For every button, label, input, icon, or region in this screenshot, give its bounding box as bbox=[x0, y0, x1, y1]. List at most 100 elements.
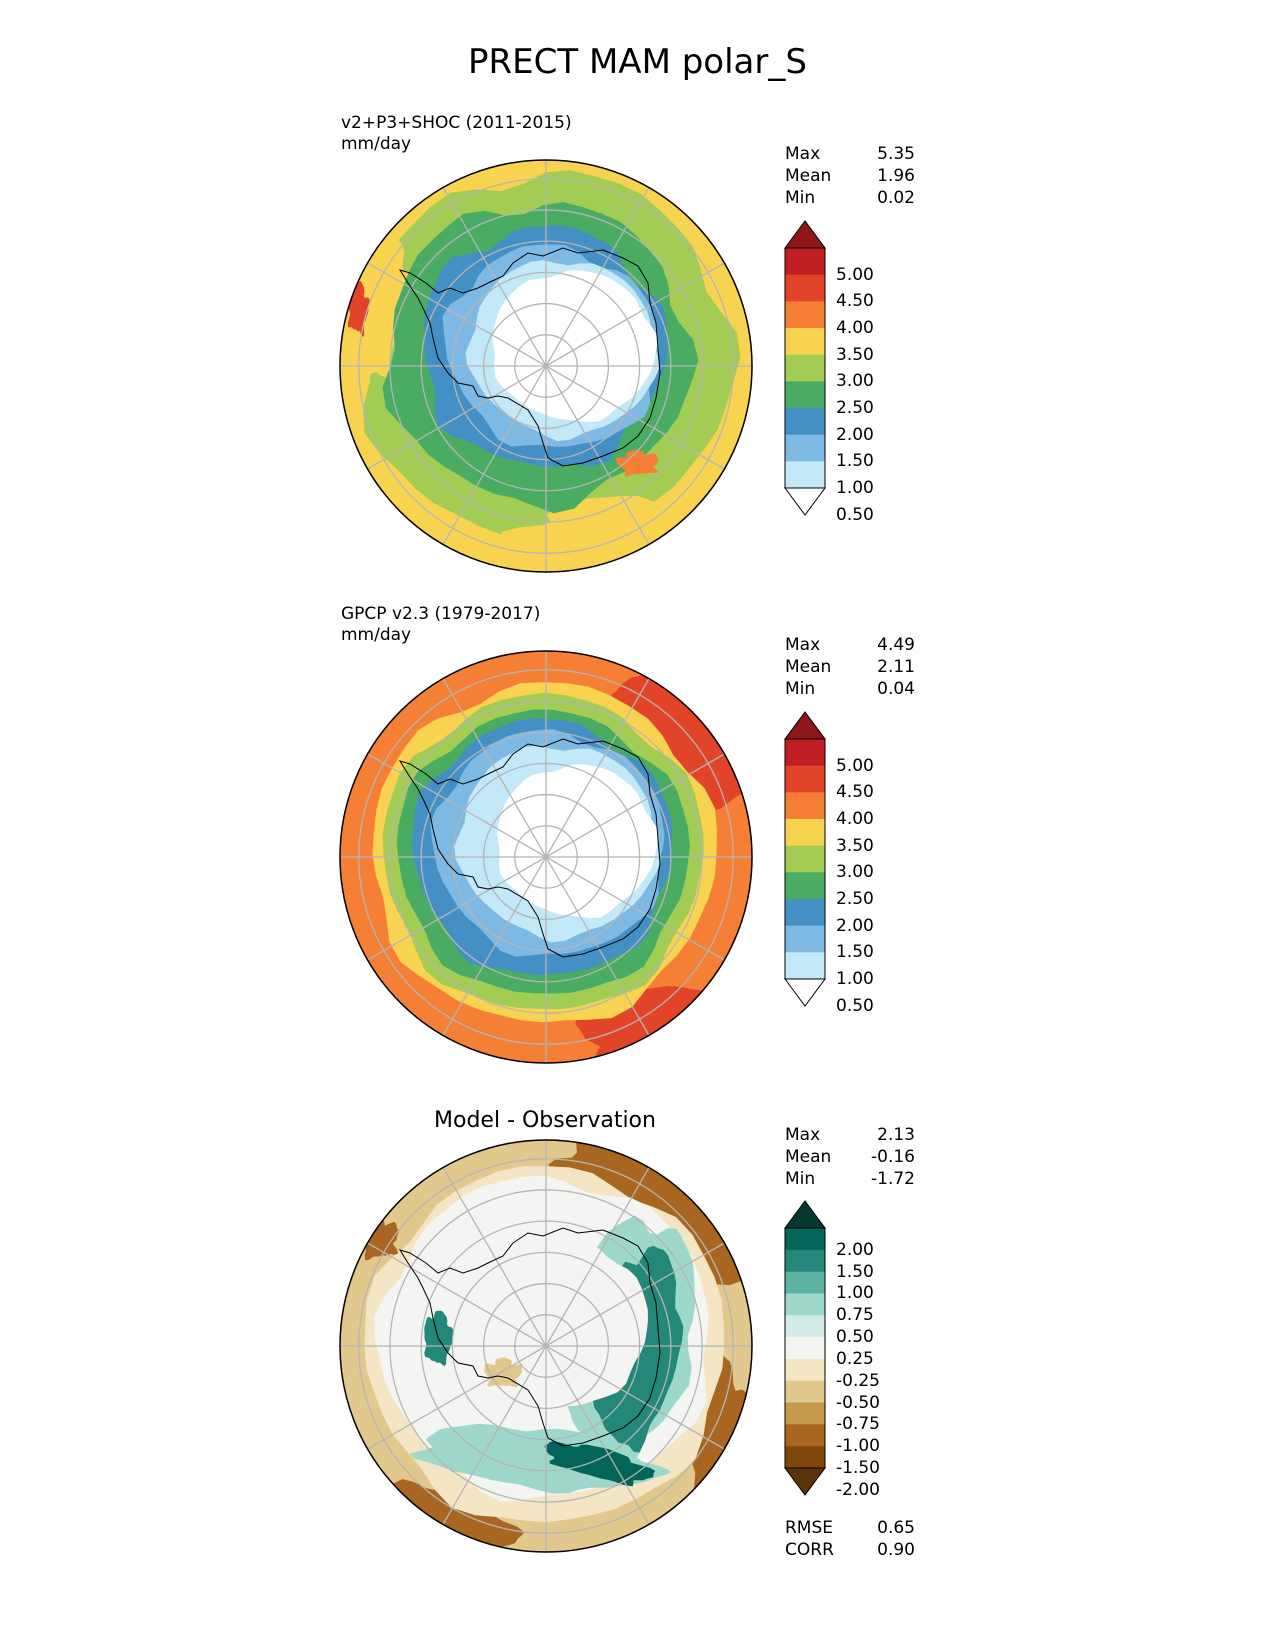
metric-value: 0.65 bbox=[877, 1518, 915, 1538]
longitude-gridline bbox=[442, 1167, 547, 1347]
colorbar-tick-label: -2.00 bbox=[836, 1479, 880, 1500]
colorbar-frame bbox=[784, 1227, 826, 1469]
longitude-gridline bbox=[545, 1242, 725, 1347]
longitude-gridline bbox=[545, 187, 650, 367]
colorbar-tick-label: 5.00 bbox=[836, 755, 874, 776]
colorbar-tick-label: 3.00 bbox=[836, 862, 874, 883]
colorbar-segment bbox=[785, 1315, 825, 1338]
panel-2-units: mm/day bbox=[341, 625, 412, 645]
diff-zone bbox=[467, 1236, 648, 1407]
colorbar-tick-label: 4.00 bbox=[836, 318, 874, 338]
stat-label: Mean bbox=[785, 1147, 832, 1167]
panel-2-title: GPCP v2.3 (1979-2017) bbox=[341, 604, 541, 624]
colorbar-tick-label: 2.00 bbox=[836, 424, 874, 445]
colorbar-segment bbox=[785, 1337, 825, 1360]
colorbar-tick-label: 1.00 bbox=[836, 1283, 874, 1304]
stat-value: 0.02 bbox=[877, 188, 915, 208]
panel-2-stats: Max 4.49 Mean 2.11 Min 0.04 bbox=[785, 634, 915, 700]
longitude-gridline bbox=[367, 856, 547, 961]
diff-zone bbox=[544, 1441, 656, 1487]
colorbar-tick-label: 0.75 bbox=[836, 1305, 874, 1326]
colorbar-tick-label: 4.50 bbox=[836, 782, 874, 803]
colorbar-segment bbox=[785, 1249, 825, 1273]
colorbar-segment bbox=[785, 301, 825, 329]
longitude-gridline bbox=[442, 365, 547, 545]
panel-2-colorbar-labels: 5.00 4.50 4.00 3.50 3.00 2.50 2.00 1.50 1.00 0.50 bbox=[836, 711, 896, 1016]
colorbar-tick-label: 0.50 bbox=[836, 1327, 874, 1348]
stat-label: Max bbox=[785, 144, 821, 164]
stat-label: Min bbox=[785, 679, 816, 699]
longitude-gridline bbox=[367, 262, 547, 367]
colorbar-extend-min bbox=[784, 978, 826, 1007]
colorbar-segment bbox=[785, 792, 825, 820]
colorbar-frame bbox=[784, 738, 826, 980]
colorbar-segment bbox=[785, 845, 825, 873]
map-boundary bbox=[339, 650, 753, 1064]
colorbar-tick-label: 3.00 bbox=[836, 371, 874, 392]
longitude-gridline bbox=[442, 678, 547, 858]
panel-1-header: v2+P3+SHOC (2011-2015) mm/day bbox=[341, 113, 572, 155]
colorbar-segment bbox=[785, 765, 825, 793]
colorbar-segment bbox=[785, 872, 825, 900]
longitude-gridline bbox=[545, 365, 650, 545]
colorbar-segment bbox=[785, 1228, 825, 1251]
colorbar-segment bbox=[785, 1358, 825, 1382]
longitude-gridline bbox=[545, 753, 725, 858]
longitude-gridline bbox=[545, 1167, 650, 1347]
longitude-gridline bbox=[545, 365, 725, 470]
panel-1-units: mm/day bbox=[341, 134, 412, 154]
colorbar-segment bbox=[785, 1271, 825, 1294]
stat-label: Mean bbox=[785, 166, 832, 186]
colorbar-tick-label: 3.50 bbox=[836, 835, 874, 856]
colorbar-extend-min bbox=[784, 487, 826, 516]
colorbar-segment bbox=[785, 1293, 825, 1316]
stat-value: -1.72 bbox=[871, 1169, 915, 1189]
stat-label: Max bbox=[785, 1125, 821, 1145]
precip-zone bbox=[615, 449, 659, 477]
colorbar-tick-label: 1.50 bbox=[836, 942, 874, 963]
colorbar-segment bbox=[785, 248, 825, 276]
colorbar-frame bbox=[784, 247, 826, 489]
panel-3-colorbar bbox=[784, 1200, 826, 1496]
colorbar-segment bbox=[785, 925, 825, 953]
longitude-gridline bbox=[442, 187, 547, 367]
panel-3-metrics: RMSE 0.65 CORR 0.90 bbox=[785, 1517, 915, 1561]
diff-zone bbox=[355, 1216, 399, 1261]
colorbar-tick-label: 5.00 bbox=[836, 264, 874, 285]
colorbar-tick-label: -0.75 bbox=[836, 1414, 880, 1435]
colorbar-tick-label: -0.25 bbox=[836, 1370, 880, 1391]
panel-1-stats: Max 5.35 Mean 1.96 Min 0.02 bbox=[785, 143, 915, 209]
metric-value: 0.90 bbox=[877, 1540, 915, 1560]
colorbar-extend-min bbox=[784, 1467, 826, 1496]
map-boundary bbox=[339, 1139, 753, 1553]
colorbar-tick-label: 1.00 bbox=[836, 969, 874, 989]
longitude-gridline bbox=[367, 1345, 547, 1450]
longitude-gridline bbox=[367, 753, 547, 858]
antarctica-coastline bbox=[398, 247, 661, 467]
stat-value: 2.11 bbox=[877, 657, 915, 677]
panel-3-title: Model - Observation bbox=[434, 1108, 656, 1133]
panel-3-colorbar-labels: 2.00 1.50 1.00 0.75 0.50 0.25 -0.25 -0.50 -0.75-… bbox=[836, 1200, 896, 1500]
colorbar-extend-max bbox=[784, 1200, 826, 1229]
precip-zone bbox=[497, 764, 659, 919]
colorbar-tick-label: 1.50 bbox=[836, 1261, 874, 1282]
longitude-gridline bbox=[442, 1345, 547, 1525]
longitude-gridline bbox=[367, 1242, 547, 1347]
colorbar-segment bbox=[785, 408, 825, 436]
metric-label: CORR bbox=[785, 1540, 834, 1560]
panel-1-polar-map bbox=[339, 159, 753, 573]
colorbar-segment bbox=[785, 739, 825, 767]
colorbar-tick-label: 2.00 bbox=[836, 1239, 874, 1260]
colorbar-segment bbox=[785, 461, 825, 489]
antarctica-coastline bbox=[398, 738, 661, 958]
colorbar-tick-label: 0.50 bbox=[836, 504, 874, 525]
colorbar-segment bbox=[785, 381, 825, 409]
diff-zone bbox=[548, 1140, 752, 1286]
stat-label: Min bbox=[785, 1169, 816, 1189]
stat-label: Mean bbox=[785, 657, 832, 677]
longitude-gridline bbox=[545, 1345, 650, 1525]
colorbar-tick-label: -1.00 bbox=[836, 1436, 880, 1457]
stat-value: 0.04 bbox=[877, 679, 915, 699]
colorbar-segment bbox=[785, 952, 825, 980]
panel-2-header: GPCP v2.3 (1979-2017) mm/day bbox=[341, 604, 540, 646]
